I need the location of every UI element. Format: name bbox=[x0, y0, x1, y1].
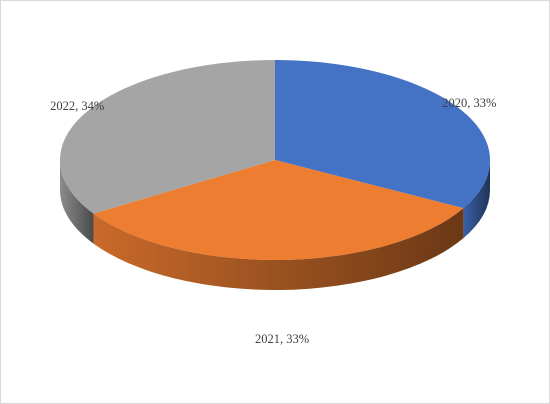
slice-side bbox=[463, 160, 490, 239]
slice-side bbox=[60, 160, 94, 244]
data-label: 2021, 33% bbox=[255, 332, 309, 346]
slice bbox=[275, 60, 491, 209]
data-label: 2022, 34% bbox=[50, 99, 104, 113]
pie-sides bbox=[60, 160, 490, 290]
slice bbox=[93, 160, 464, 260]
data-label: 2020, 33% bbox=[442, 96, 496, 110]
pie-tops bbox=[60, 59, 491, 260]
slice-side bbox=[93, 208, 464, 290]
data-labels: 2020, 33% 2021, 33% 2022, 34% bbox=[50, 96, 496, 346]
slice bbox=[60, 59, 276, 214]
